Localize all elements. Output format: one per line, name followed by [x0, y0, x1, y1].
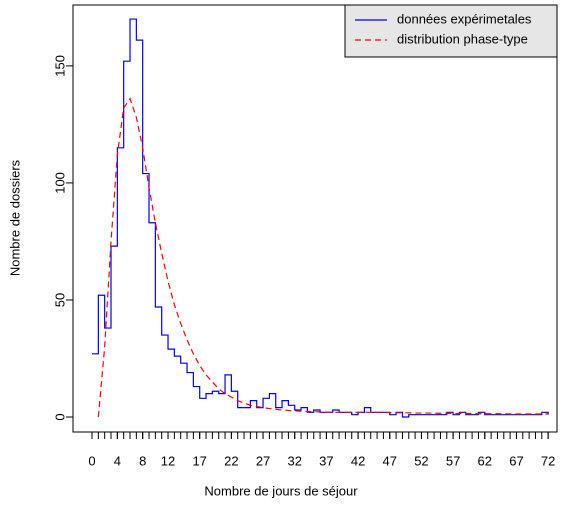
x-tick-label: 12	[161, 453, 175, 468]
legend-label: distribution phase-type	[397, 31, 528, 46]
x-tick-label: 52	[414, 453, 428, 468]
x-tick-label: 62	[478, 453, 492, 468]
y-tick-label: 100	[52, 172, 67, 194]
x-tick-label: 27	[256, 453, 270, 468]
y-axis-label: Nombre de dossiers	[7, 159, 22, 276]
x-tick-label: 37	[319, 453, 333, 468]
series-line	[97, 97, 549, 418]
x-tick-label: 32	[287, 453, 301, 468]
x-tick-label: 22	[224, 453, 238, 468]
x-tick-label: 72	[541, 453, 555, 468]
x-tick-label: 47	[383, 453, 397, 468]
x-axis-label: Nombre de jours de séjour	[204, 483, 358, 498]
y-tick-label: 150	[52, 55, 67, 77]
x-tick-label: 67	[509, 453, 523, 468]
x-tick-label: 0	[88, 453, 95, 468]
series-line	[92, 18, 549, 418]
x-tick-label: 57	[446, 453, 460, 468]
legend-label: données expérimetales	[397, 11, 532, 26]
y-tick-label: 50	[52, 293, 67, 307]
x-tick-label: 8	[139, 453, 146, 468]
x-tick-label: 17	[192, 453, 206, 468]
x-tick-label: 4	[114, 453, 121, 468]
y-tick-label: 0	[52, 413, 67, 420]
x-tick-label: 42	[351, 453, 365, 468]
legend-box	[344, 4, 558, 58]
plot-box	[72, 4, 558, 433]
